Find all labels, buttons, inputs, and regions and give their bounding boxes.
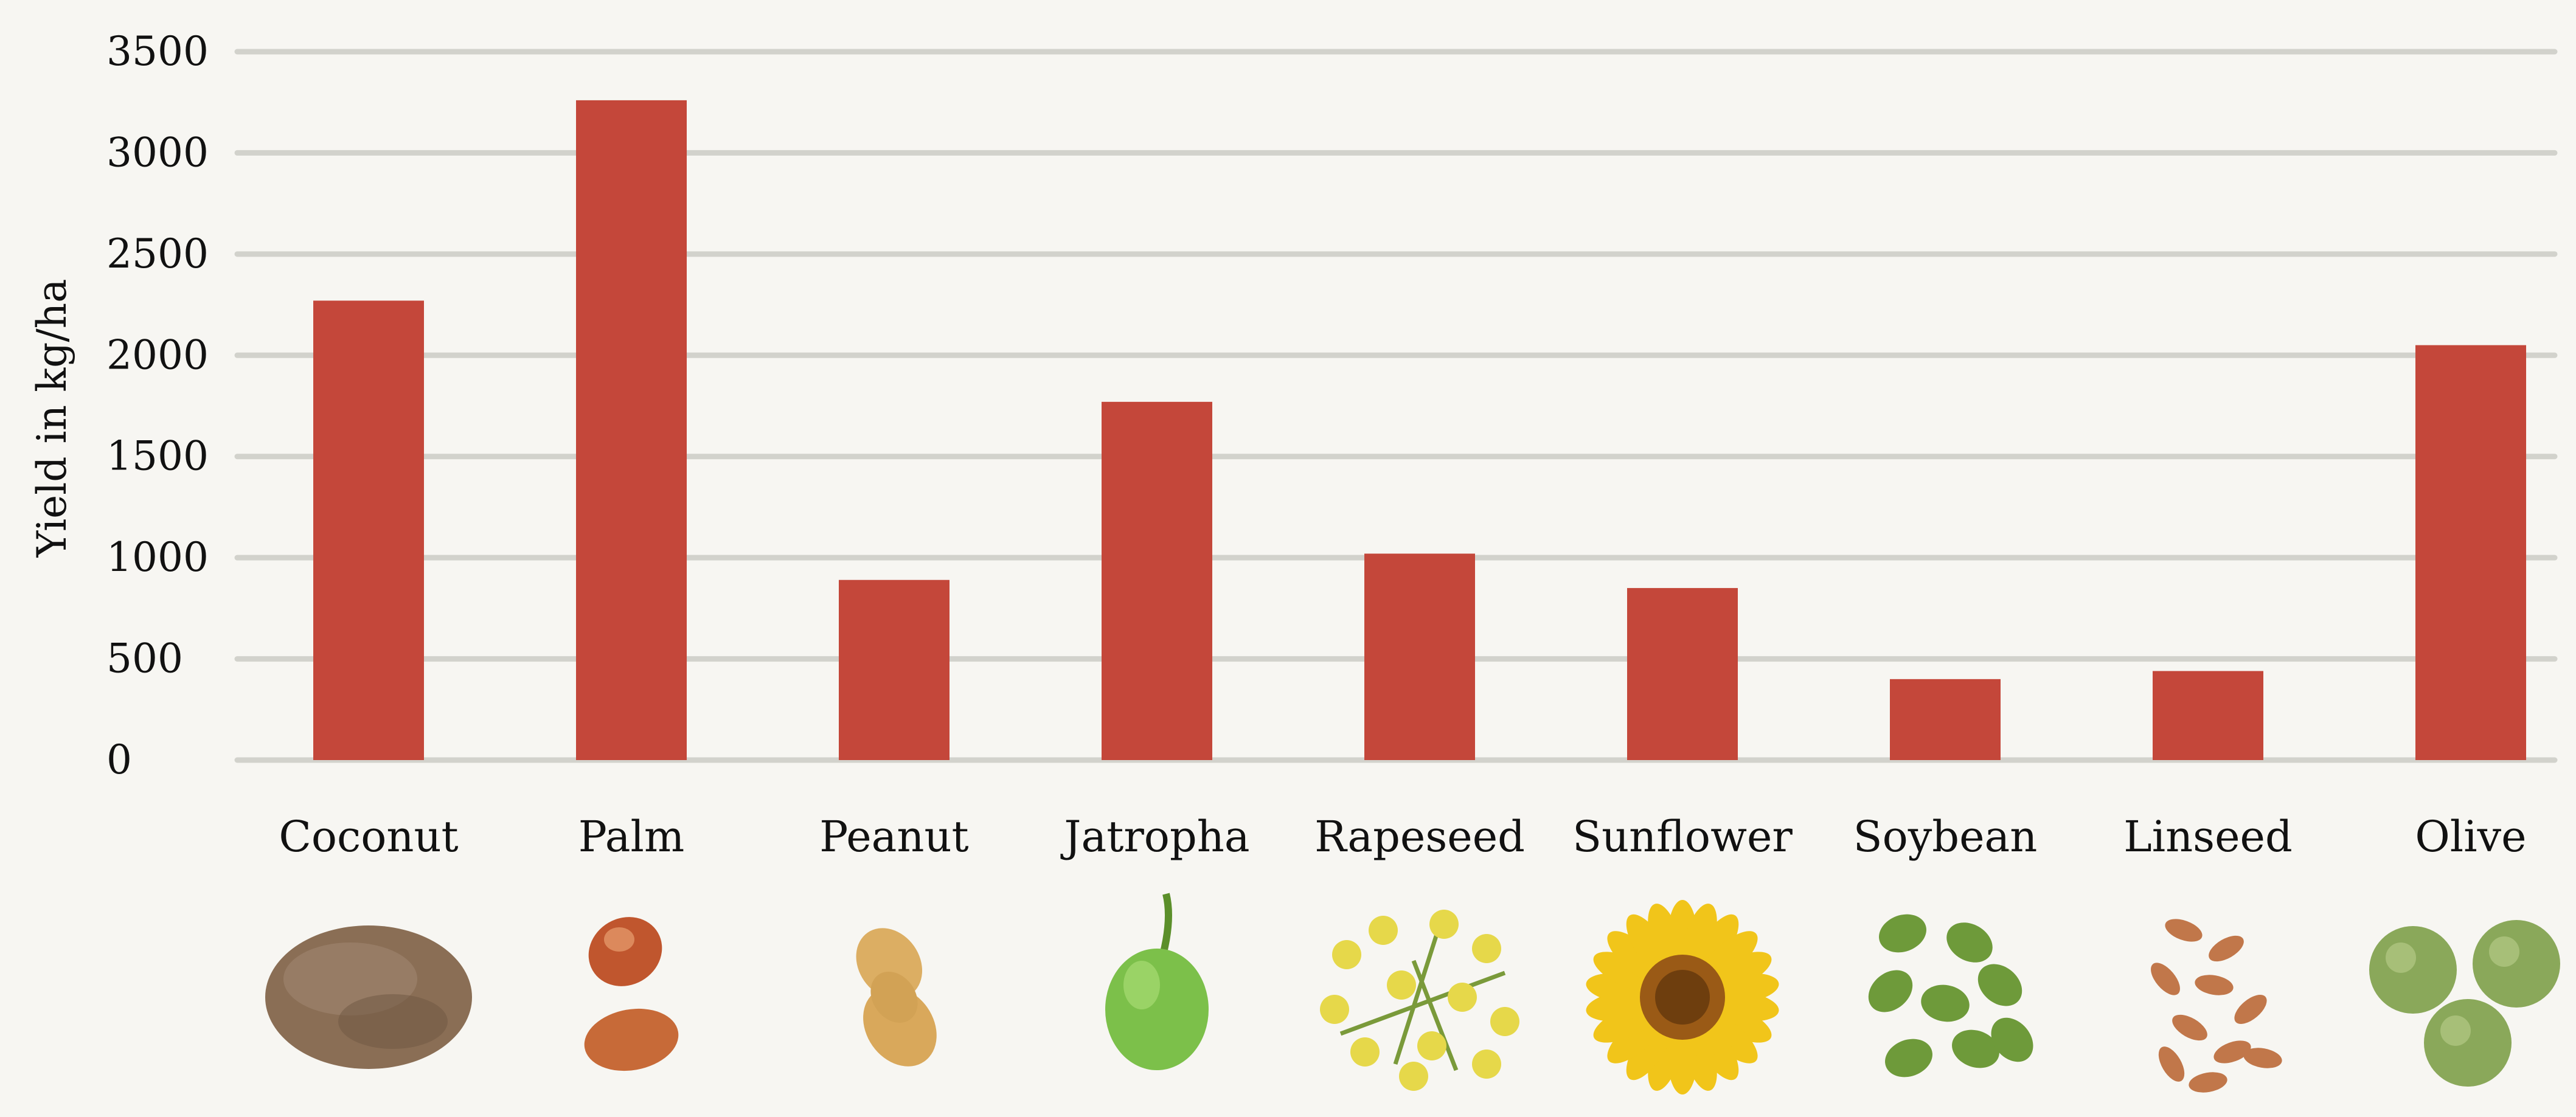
bar-olive [2415,345,2526,760]
x-tick-label: Rapeseed [1314,812,1525,862]
x-tick-label: Jatropha [1060,812,1249,862]
bar-jatropha [1102,401,1212,760]
x-tick-label: Olive [2415,812,2526,862]
x-tick-label: Coconut [279,812,458,862]
y-tick-label: 2000 [106,331,209,378]
bar-sunflower [1627,588,1738,760]
y-tick-label: 1000 [106,534,209,581]
bars [313,100,2526,760]
x-tick-label: Soybean [1853,812,2038,862]
bar-soybean [1890,679,2001,760]
y-tick-label: 0 [106,736,132,783]
soybean-illustration-icon [1868,914,2033,1077]
y-tick-label: 3000 [106,129,209,176]
jatropha-fruit-illustration-icon [1105,893,1209,1070]
bar-rapeseed [1364,553,1475,760]
y-tick-label: 500 [106,635,183,682]
coconut-illustration-icon [265,925,472,1069]
linseed-illustration-icon [2151,919,2282,1093]
rapeseed-flower-illustration-icon [1320,910,1519,1091]
y-tick-label: 3500 [106,28,209,75]
x-tick-label: Sunflower [1572,812,1793,862]
sunflower-illustration-icon [1586,900,1779,1095]
x-tick-label: Linseed [2123,812,2293,862]
crop-illustrations [265,893,2560,1095]
y-axis-label: Yield in kg/ha [29,279,75,558]
x-axis-labels: Coconut Palm Peanut Jatropha Rapeseed Sunflow… [279,812,2526,862]
x-tick-label: Peanut [819,812,968,862]
bar-peanut [839,579,950,760]
y-axis-ticks: 0 500 1000 1500 2000 2500 3000 3500 [106,28,209,783]
bar-linseed [2153,671,2263,760]
y-tick-label: 1500 [106,433,209,480]
x-tick-label: Palm [578,812,684,862]
palm-fruit-illustration-icon [584,917,679,1071]
bar-coconut [313,300,424,760]
y-tick-label: 2500 [106,230,209,277]
bar-palm [576,100,687,760]
peanut-illustration-icon [856,928,937,1067]
olive-illustration-icon [2369,920,2560,1087]
